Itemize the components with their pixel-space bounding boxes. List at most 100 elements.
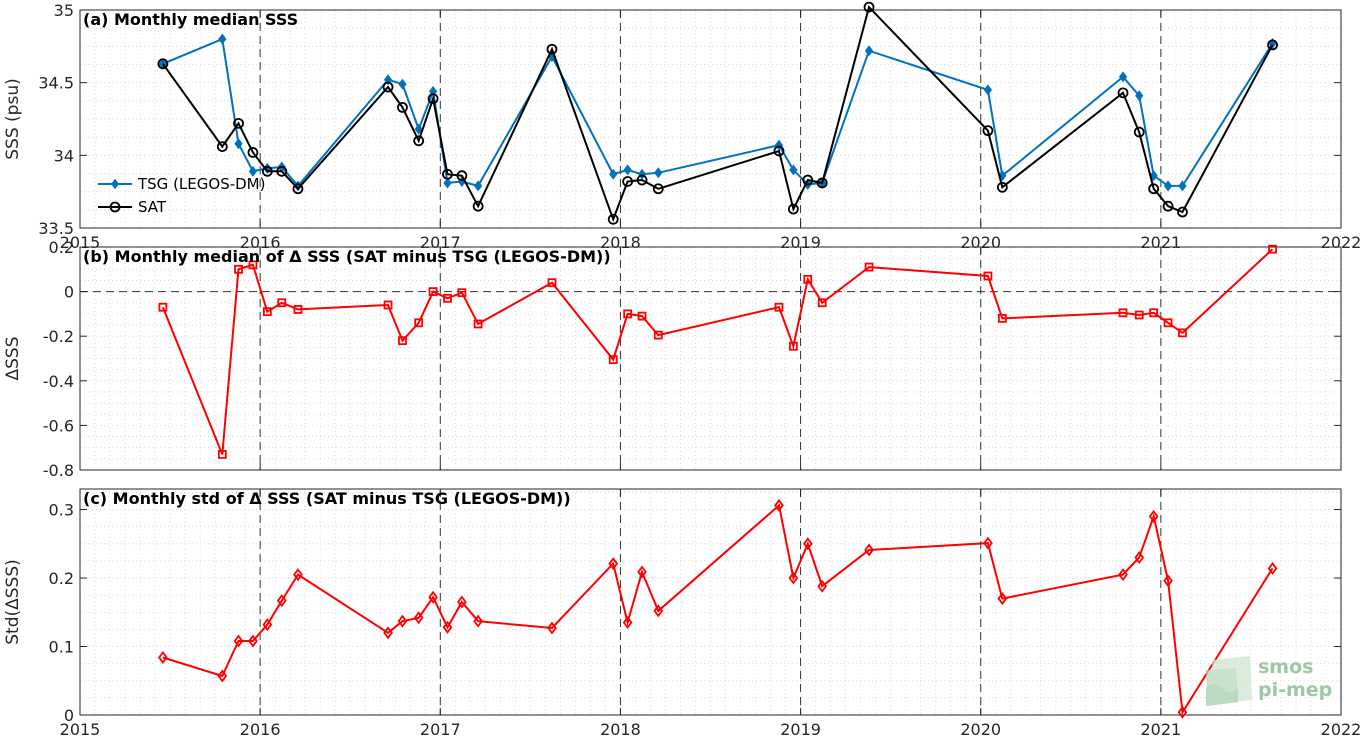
panel-title: (c) Monthly std of Δ SSS (SAT minus TSG … <box>83 489 571 508</box>
data-point <box>1134 550 1145 564</box>
data-point <box>1178 328 1187 338</box>
y-tick-label: -0.8 <box>43 461 74 480</box>
data-point <box>1163 180 1173 192</box>
data-point <box>1118 71 1128 83</box>
data-point <box>158 302 168 312</box>
series-line <box>162 503 1274 716</box>
data-point <box>546 43 558 55</box>
data-point <box>864 543 874 557</box>
y-axis: 33.5 34 34.5 35 <box>38 1 1341 238</box>
y-tick-label: 35 <box>54 1 74 20</box>
axes-box <box>79 9 1342 229</box>
data-point <box>473 319 483 329</box>
data-point <box>157 650 168 664</box>
y-axis-label: Std(ΔSSS) <box>3 559 23 645</box>
data-point <box>217 449 227 459</box>
data-point <box>1133 126 1145 138</box>
data-point <box>442 168 453 180</box>
legend-label: TSG (LEGOS-DM) <box>137 175 265 193</box>
data-point <box>276 165 288 177</box>
data-point <box>473 614 483 628</box>
panel-a: 2015 2016 2017 2018 2019 2020 2021 202233.53434… <box>3 1 1361 252</box>
logo-text-pimep: pi-mep <box>1258 679 1332 701</box>
data-point <box>248 165 258 177</box>
data-point <box>652 183 664 195</box>
logo-text-smos: smos <box>1258 656 1313 678</box>
y-tick-label: -0.4 <box>43 372 74 391</box>
x-tick-label: 2022 <box>1321 720 1362 739</box>
series-delta-sss <box>158 244 1277 459</box>
y-tick-label: 33.5 <box>38 219 74 238</box>
grid <box>79 489 1342 716</box>
smos-pi-mep-logo: smos pi-mep <box>1206 656 1332 706</box>
x-tick-label: 2015 <box>60 720 101 739</box>
data-point <box>413 135 425 147</box>
data-point <box>1134 310 1144 320</box>
legend-marker <box>111 178 119 190</box>
data-point <box>1162 200 1174 212</box>
panel-c: 2015 2016 2017 2018 2019 2020 2021 202200.10.20… <box>3 488 1362 739</box>
x-tick-label: 2020 <box>960 720 1001 739</box>
data-point <box>217 669 228 683</box>
data-point <box>774 498 784 512</box>
data-point <box>1268 244 1277 254</box>
data-point <box>982 125 994 137</box>
data-point <box>233 634 244 648</box>
y-axis-label: ΔSSS <box>3 336 23 380</box>
data-point <box>997 313 1007 323</box>
x-tick-label: 2016 <box>240 720 281 739</box>
data-point <box>1148 183 1160 195</box>
data-point <box>803 274 813 284</box>
series-delta-sss <box>157 498 1278 719</box>
y-tick-label: 0.2 <box>49 569 74 588</box>
x-tick-label: 2019 <box>780 720 821 739</box>
data-point <box>383 74 393 86</box>
data-point <box>233 117 244 129</box>
data-point <box>609 168 618 180</box>
data-point <box>457 288 467 298</box>
panel-b: -0.8 -0.6 -0.4 -0.2 0 0.2 ΔSSS (b) Monthly medi… <box>3 238 1342 480</box>
y-tick-label: 34.5 <box>38 74 74 93</box>
data-point <box>277 298 287 308</box>
y-axis: -0.8 -0.6 -0.4 -0.2 0 0.2 <box>43 238 1341 480</box>
data-point <box>218 33 227 45</box>
series-tsg-legos-dm <box>158 33 1277 192</box>
data-point <box>472 200 484 212</box>
data-point <box>293 305 303 314</box>
y-tick-label: 0.1 <box>49 638 74 657</box>
data-point <box>428 287 438 297</box>
data-point <box>1163 318 1173 328</box>
data-point <box>276 594 287 608</box>
data-point <box>383 626 393 640</box>
legend: TSG (LEGOS-DM) SAT <box>98 175 265 216</box>
data-point <box>863 1 875 13</box>
data-point <box>637 311 647 321</box>
logo-mark-icon <box>1206 656 1252 706</box>
data-point <box>983 536 993 550</box>
data-point <box>654 167 663 179</box>
data-point <box>802 537 813 551</box>
data-point <box>637 565 647 579</box>
data-point <box>382 81 394 93</box>
data-point <box>413 611 424 625</box>
y-tick-label: 0 <box>64 706 74 725</box>
y-axis: 0 0.1 0.2 0.3 <box>49 501 1341 725</box>
data-point <box>1118 568 1128 582</box>
data-point <box>983 271 993 281</box>
data-point <box>983 84 993 96</box>
data-point <box>261 165 273 177</box>
data-point <box>653 330 663 340</box>
y-tick-label: 0 <box>64 283 74 302</box>
data-point <box>607 213 619 225</box>
data-point <box>262 618 273 632</box>
data-point <box>1135 90 1144 102</box>
data-point <box>1177 206 1188 218</box>
data-point <box>623 309 633 319</box>
data-point <box>247 147 259 158</box>
data-point <box>1148 509 1159 523</box>
y-axis-label: SSS (psu) <box>3 78 23 159</box>
data-point <box>622 176 634 187</box>
data-point <box>1163 574 1173 588</box>
data-point <box>414 123 423 135</box>
data-point <box>608 355 618 365</box>
